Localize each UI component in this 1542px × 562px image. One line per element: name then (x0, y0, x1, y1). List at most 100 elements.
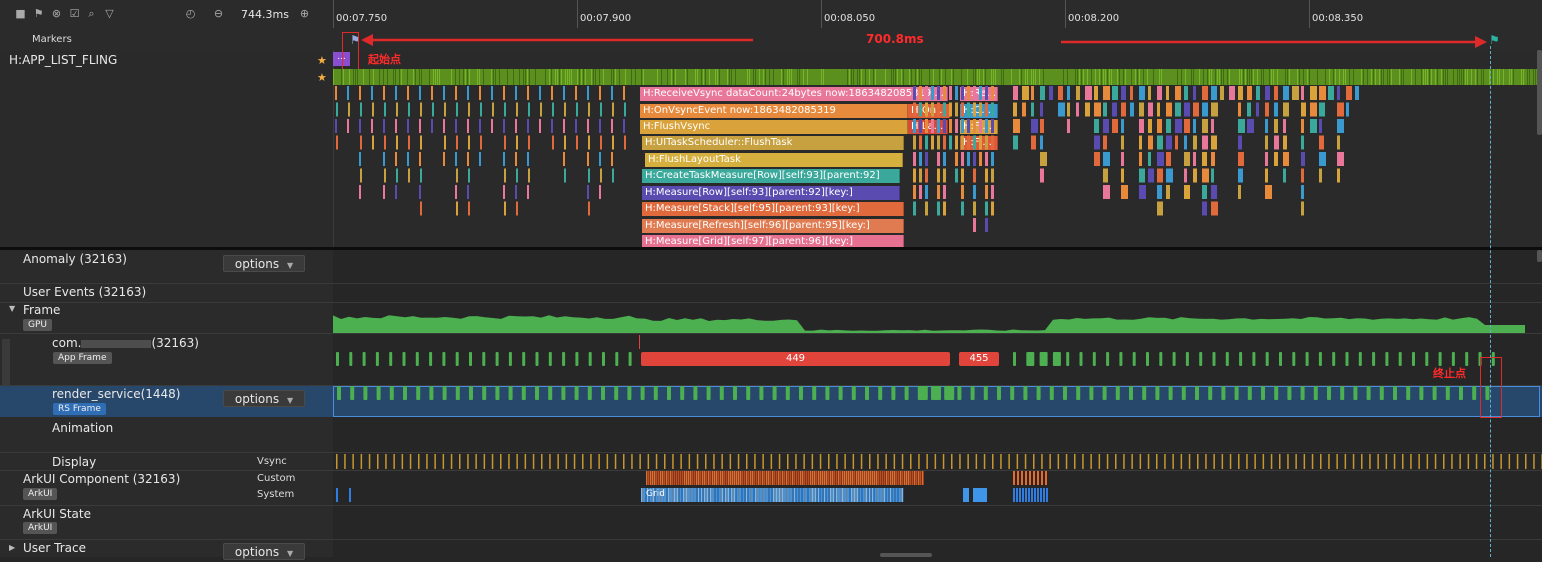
system-slice (647, 488, 649, 502)
filter-icon[interactable]: ▽ (105, 7, 114, 20)
star-icon[interactable]: ★ (317, 54, 327, 67)
fling-stripe (1317, 69, 1318, 85)
user-trace-options-button[interactable]: options ▼ (223, 543, 305, 560)
mini-slice (372, 102, 374, 117)
fling-stripe (961, 69, 962, 85)
square-icon[interactable]: ■ (15, 7, 26, 20)
flag-icon[interactable]: ⚑ (33, 7, 44, 20)
search-icon[interactable]: ⌕ (88, 7, 95, 20)
vsync-tick (910, 454, 912, 469)
rs-frame (970, 386, 975, 400)
fling-stripe (1387, 69, 1388, 85)
vsync-tick (754, 454, 756, 469)
thread-slices[interactable] (333, 86, 1363, 248)
top-scrollbar[interactable] (1537, 50, 1542, 135)
trace-slice[interactable]: H:CreateTaskMeasure[Row][self:93][parent… (642, 169, 900, 183)
system-slice (672, 488, 674, 502)
rs-frame (1353, 386, 1358, 400)
trace-slice[interactable]: H:Measure[Row][self:93][parent:92][key:] (642, 186, 900, 200)
system-slice (349, 488, 351, 502)
mini-slice (937, 86, 940, 100)
fling-stripe (519, 69, 520, 85)
zoom-out-icon[interactable]: ⊖ (213, 7, 224, 20)
rs-frame (1234, 386, 1239, 400)
fling-stripe (591, 69, 592, 85)
gpu-frame-graph[interactable] (333, 303, 1539, 333)
collapsed-slice[interactable]: ... (333, 52, 350, 66)
vsync-track[interactable] (333, 453, 1542, 470)
arkui-component-track[interactable] (333, 470, 1542, 505)
render-service-options-button[interactable]: options ▼ (223, 390, 305, 407)
system-slice (717, 488, 719, 502)
mini-slice (1040, 168, 1044, 183)
anomaly-options-button[interactable]: options ▼ (223, 255, 305, 272)
expand-arrow-icon[interactable]: ▼ (9, 304, 16, 313)
system-slice (887, 488, 889, 502)
jank-frame-455[interactable]: 455 (959, 352, 999, 366)
fling-stripe (1373, 69, 1374, 85)
mini-slice (336, 135, 338, 150)
app-frame-track[interactable] (333, 350, 1542, 368)
start-flag-icon[interactable]: ⚑ (350, 33, 361, 47)
fling-stripe (1199, 69, 1200, 85)
vsync-tick (647, 454, 650, 469)
mini-slice (587, 152, 589, 166)
app-frame (1425, 352, 1429, 366)
fling-track[interactable] (333, 69, 1539, 85)
mini-slice (1040, 135, 1043, 150)
vsync-tick (762, 454, 764, 469)
app-frame (482, 352, 486, 366)
mini-slice (407, 152, 409, 166)
fling-stripe (1297, 69, 1298, 85)
end-flag-icon[interactable]: ⚑ (1489, 33, 1500, 47)
trace-slice[interactable]: H:Measure[Grid][self:97][parent:96][key:… (642, 235, 904, 247)
lower-scrollbar[interactable] (1537, 250, 1542, 262)
star-icon[interactable]: ★ (317, 71, 327, 84)
trace-slice[interactable]: H:Measure[Stack][self:95][parent:93][key… (642, 202, 904, 216)
fling-stripe (671, 69, 672, 85)
horizontal-scrollbar[interactable] (880, 553, 932, 557)
mini-slice (979, 86, 982, 100)
system-slice (852, 488, 854, 502)
fling-stripe (565, 69, 566, 85)
vsync-tick (918, 454, 920, 469)
system-slice (764, 488, 766, 502)
zoom-in-icon[interactable]: ⊕ (299, 7, 310, 20)
system-slice (734, 488, 736, 502)
timer-icon[interactable]: ◴ (185, 7, 196, 20)
mini-slice (516, 102, 518, 117)
custom-slice (854, 471, 856, 485)
app-frame (495, 352, 499, 366)
vsync-tick (1311, 454, 1314, 469)
custom-slice (734, 471, 736, 485)
rs-frame-track[interactable] (333, 386, 1540, 402)
trace-slice[interactable]: H:ReceiveVsync dataCount:24bytes now:186… (640, 87, 948, 101)
vsync-tick (1352, 454, 1355, 469)
trace-slice[interactable]: H:Measure[Refresh][self:96][parent:95][k… (642, 219, 904, 233)
expand-arrow-icon[interactable]: ▶ (9, 543, 16, 552)
fling-stripe (1481, 69, 1482, 85)
system-slice (807, 488, 809, 502)
trace-slice[interactable]: H:FlushLayoutTask (645, 153, 903, 167)
mini-slice (599, 152, 601, 166)
app-frame (522, 352, 526, 366)
fling-stripe (1263, 69, 1264, 85)
checkbox-icon[interactable]: ☑ (69, 7, 80, 20)
jank-frame-449[interactable]: 449 (641, 352, 950, 366)
panel-divider[interactable] (0, 247, 1542, 250)
fling-stripe (851, 69, 852, 85)
system-slice (674, 488, 676, 502)
close-circle-icon[interactable]: ⊗ (51, 7, 62, 20)
collapse-handle[interactable] (2, 339, 10, 385)
trace-slice[interactable]: H:UITaskScheduler::FlushTask (642, 136, 904, 150)
trace-slice[interactable]: H:FlushVsync (640, 120, 908, 134)
vsync-tick (1238, 454, 1240, 469)
time-ruler[interactable]: 00:07.750 00:07.900 00:08.050 00:08.200 … (333, 0, 1542, 30)
custom-slice (772, 471, 774, 485)
app-frame (588, 352, 592, 366)
mini-slice (1211, 86, 1217, 100)
trace-slice[interactable]: H:OnVsyncEvent now:1863482085319 (640, 104, 908, 118)
vsync-tick (1336, 454, 1338, 469)
mini-slice (1274, 135, 1279, 150)
system-slice (756, 488, 758, 502)
